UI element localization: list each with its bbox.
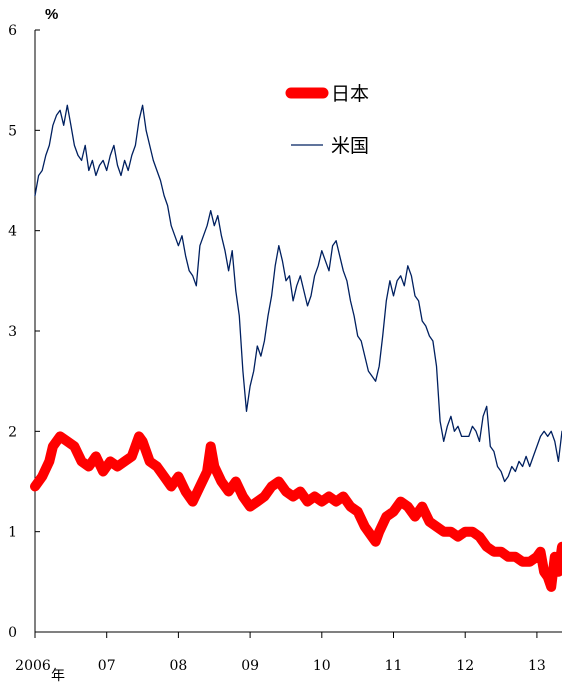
x-tick-label: 11 <box>385 658 403 674</box>
series-line-us <box>34 104 562 483</box>
x-tick-label: 09 <box>241 658 259 674</box>
y-tick-label: 0 <box>8 625 17 641</box>
y-unit-label: % <box>45 6 58 23</box>
x-tick-label: 13 <box>528 658 546 674</box>
y-tick-label: 5 <box>8 123 17 139</box>
x-tick-label: 12 <box>456 658 474 674</box>
y-tick-label: 3 <box>8 324 17 340</box>
x-tick-label: 2006 <box>15 658 51 674</box>
y-tick-label: 2 <box>8 424 17 440</box>
legend: 日本 米国 <box>285 83 369 157</box>
x-axis-ticks: 2006 07 08 09 10 11 12 13 <box>15 632 546 674</box>
x-tick-label: 07 <box>98 658 116 674</box>
y-tick-label: 4 <box>8 224 17 240</box>
legend-label-us: 米国 <box>331 135 369 157</box>
y-tick-label: 1 <box>8 525 17 541</box>
legend-label-japan: 日本 <box>331 83 369 105</box>
x-axis-year-suffix: 年 <box>51 668 65 684</box>
x-tick-label: 08 <box>169 658 187 674</box>
y-axis-ticks: 0 1 2 3 4 5 6 <box>8 23 40 641</box>
series-layer <box>30 104 562 592</box>
y-tick-label: 6 <box>8 23 17 39</box>
x-tick-label: 10 <box>313 658 331 674</box>
series-line-japan <box>30 431 562 592</box>
